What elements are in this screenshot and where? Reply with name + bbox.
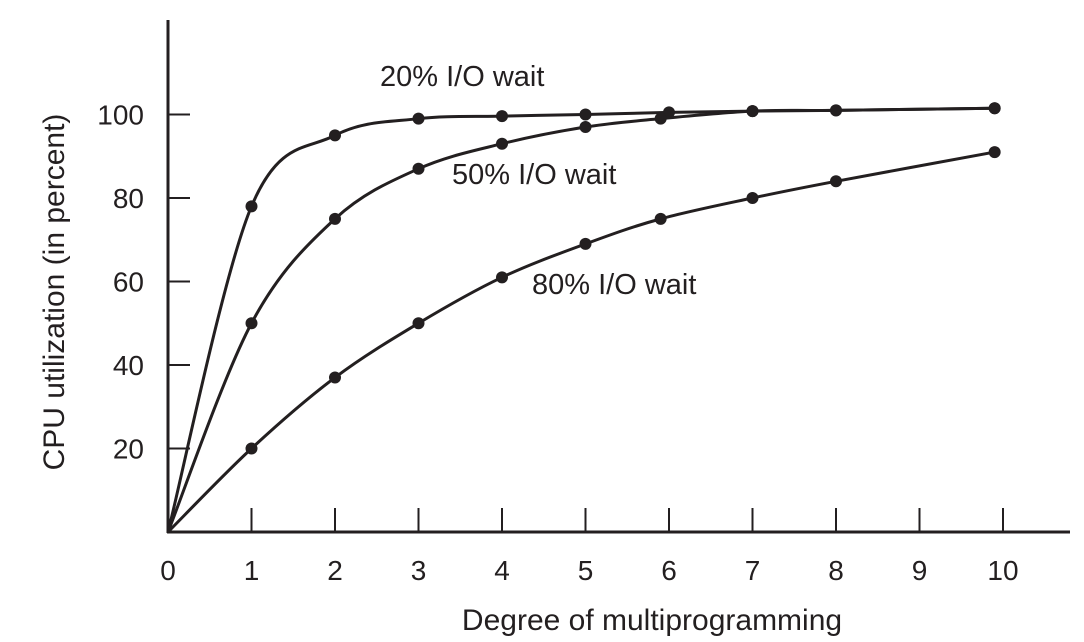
y-axis-title: CPU utilization (in percent) — [38, 114, 71, 471]
data-point — [496, 110, 508, 123]
x-tick-label: 4 — [494, 555, 510, 586]
x-ticks: 0 1 2 3 4 5 6 7 8 9 10 — [160, 508, 1019, 586]
x-tick-label: 6 — [661, 555, 677, 586]
y-tick-label: 100 — [97, 100, 144, 131]
data-point — [245, 200, 258, 213]
series-label: 50% I/O wait — [452, 159, 616, 191]
data-point — [654, 212, 667, 225]
series-layer: 20% I/O wait 50% I/O wait 80% I/O wait — [166, 61, 1001, 534]
data-point — [579, 237, 592, 250]
data-point — [988, 146, 1001, 159]
x-tick-label: 10 — [987, 555, 1018, 586]
data-point — [579, 121, 592, 134]
x-tick-label: 2 — [327, 555, 343, 586]
data-point — [329, 212, 341, 225]
x-axis-title: Degree of multiprogramming — [462, 604, 842, 637]
x-tick-label: 3 — [411, 555, 427, 586]
y-ticks: 20 40 60 80 100 — [97, 100, 190, 465]
data-point — [412, 317, 425, 330]
y-tick-label: 20 — [113, 434, 144, 465]
series-line — [166, 106, 997, 534]
x-tick-label: 1 — [244, 555, 260, 586]
data-point — [988, 102, 1001, 115]
data-point — [663, 106, 675, 119]
data-point — [496, 137, 508, 150]
data-point — [412, 162, 425, 175]
x-tick-label: 9 — [912, 555, 928, 586]
y-tick-label: 60 — [113, 267, 144, 298]
data-point — [496, 271, 508, 284]
x-tick-label: 7 — [745, 555, 761, 586]
data-point — [329, 129, 341, 142]
data-point — [746, 105, 759, 118]
series-label: 20% I/O wait — [380, 61, 544, 93]
x-tick-label: 0 — [160, 555, 176, 586]
data-point — [579, 108, 592, 121]
x-tick-label: 5 — [578, 555, 594, 586]
data-point — [245, 317, 258, 330]
data-point — [830, 104, 842, 117]
series-line — [166, 150, 997, 534]
data-point — [412, 112, 425, 125]
data-point — [245, 442, 258, 455]
data-point — [654, 112, 667, 125]
data-point — [746, 192, 759, 204]
data-point — [830, 175, 842, 188]
x-tick-label: 8 — [828, 555, 844, 586]
series-label: 80% I/O wait — [532, 269, 696, 301]
data-point — [329, 371, 341, 384]
y-tick-label: 80 — [113, 183, 144, 214]
y-tick-label: 40 — [113, 350, 144, 381]
